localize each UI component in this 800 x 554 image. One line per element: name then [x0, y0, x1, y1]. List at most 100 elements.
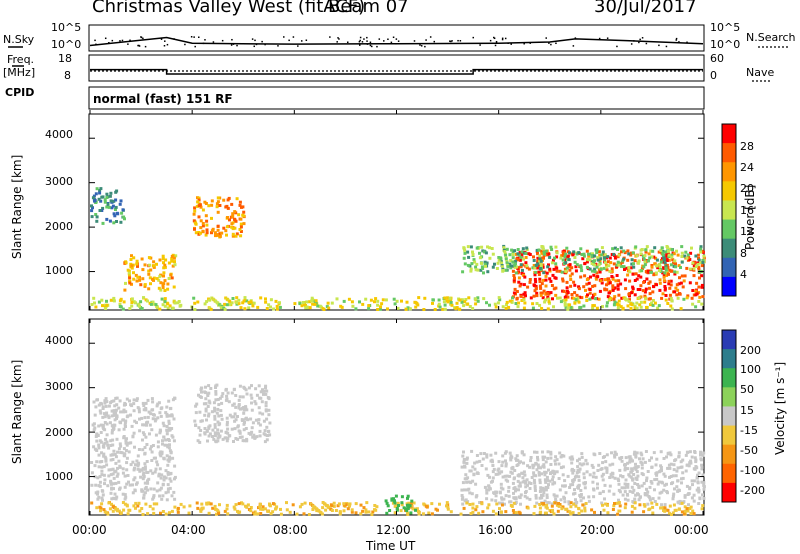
velocity-cell	[233, 419, 237, 423]
velocity-cell	[665, 482, 668, 486]
velocity-cell	[114, 497, 118, 501]
velocity-cell	[511, 509, 515, 512]
velocity-cell	[95, 449, 99, 452]
velocity-cell	[125, 504, 129, 508]
velocity-cell	[624, 463, 627, 466]
power-cell	[627, 266, 631, 270]
power-cell	[665, 245, 669, 248]
velocity-cell	[464, 473, 468, 477]
velocity-cell	[274, 507, 277, 511]
velocity-cell	[593, 453, 597, 457]
power-cell	[692, 264, 696, 268]
velocity-cell	[545, 493, 549, 497]
power-cell	[572, 250, 576, 254]
velocity-cell	[213, 425, 217, 429]
power-cell	[667, 279, 671, 283]
power-cell	[679, 266, 682, 269]
velocity-cell	[508, 500, 512, 504]
velocity-cell	[504, 494, 508, 498]
power-cbar-tick-4: 12	[740, 225, 754, 238]
power-cell	[586, 257, 590, 261]
power-cell	[690, 296, 694, 300]
power-cell	[170, 257, 174, 261]
velocity-cell	[204, 407, 208, 411]
power-cell	[579, 266, 583, 270]
nsky-point	[504, 37, 507, 40]
velocity-cell	[354, 511, 358, 515]
power-cell	[603, 287, 607, 291]
power-cell	[568, 303, 572, 307]
power-cell	[484, 264, 487, 268]
velocity-cell	[619, 457, 622, 461]
power-cell	[566, 255, 569, 259]
power-cell	[351, 304, 355, 308]
power-cell	[143, 263, 147, 267]
velocity-cell	[513, 476, 516, 480]
velocity-cell	[93, 464, 97, 468]
velocity-cell	[406, 511, 410, 515]
power-cell	[308, 300, 312, 304]
nsky-point	[383, 40, 385, 42]
power-cell	[539, 262, 543, 266]
power-cell	[579, 264, 583, 268]
power-cell	[192, 212, 196, 216]
velocity-cell	[221, 437, 225, 441]
power-cell	[136, 264, 139, 268]
velocity-cell	[552, 512, 556, 516]
velocity-cell	[118, 465, 122, 469]
velocity-cell	[106, 414, 110, 418]
power-cell	[569, 284, 573, 288]
power-cell	[522, 283, 526, 287]
power-cell	[469, 245, 473, 249]
velocity-cell	[546, 450, 550, 454]
velocity-cell	[250, 384, 253, 388]
power-cell	[602, 266, 606, 270]
power-cell	[615, 263, 619, 267]
velocity-cell	[699, 457, 703, 461]
velocity-cell	[582, 496, 585, 500]
power-cell	[220, 231, 224, 235]
power-cell	[616, 287, 620, 291]
power-cell	[595, 248, 599, 252]
velocity-cell	[535, 450, 539, 454]
power-cell	[564, 306, 568, 309]
power-cell	[664, 250, 668, 254]
velocity-cell	[104, 397, 108, 401]
velocity-cell	[227, 400, 231, 404]
velocity-cell	[523, 473, 527, 477]
velocity-cell	[542, 463, 546, 467]
power-cell	[95, 187, 99, 191]
power-cell	[233, 226, 237, 230]
velocity-cell	[512, 501, 516, 505]
velocity-cell	[202, 402, 206, 406]
nsky-point	[523, 42, 525, 45]
velocity-cell	[109, 458, 113, 462]
power-cell	[594, 297, 598, 301]
velocity-cell	[462, 450, 465, 454]
nsky-point	[212, 41, 215, 43]
power-cell	[660, 296, 664, 300]
power-cell	[533, 289, 537, 293]
velocity-cell	[630, 459, 634, 463]
power-cell	[157, 286, 161, 290]
velocity-cell	[143, 491, 147, 495]
velocity-cell	[649, 480, 653, 483]
velocity-cell	[135, 399, 139, 402]
velocity-cell	[473, 467, 477, 471]
velocity-cell	[137, 410, 141, 414]
velocity-cell	[207, 426, 211, 430]
velocity-cell	[600, 474, 604, 478]
velocity-cell	[570, 468, 574, 472]
power-cell	[587, 281, 591, 285]
velocity-cell	[121, 418, 125, 422]
power-cell	[579, 247, 583, 251]
nsky-point	[555, 42, 557, 45]
velocity-cell	[103, 441, 107, 445]
velocity-cell	[513, 497, 517, 501]
power-cell	[503, 250, 507, 253]
velocity-cell	[125, 443, 129, 447]
velocity-cell	[350, 508, 354, 512]
velocity-cell	[642, 510, 646, 514]
nsky-point	[425, 39, 427, 41]
power-cell	[603, 257, 607, 261]
